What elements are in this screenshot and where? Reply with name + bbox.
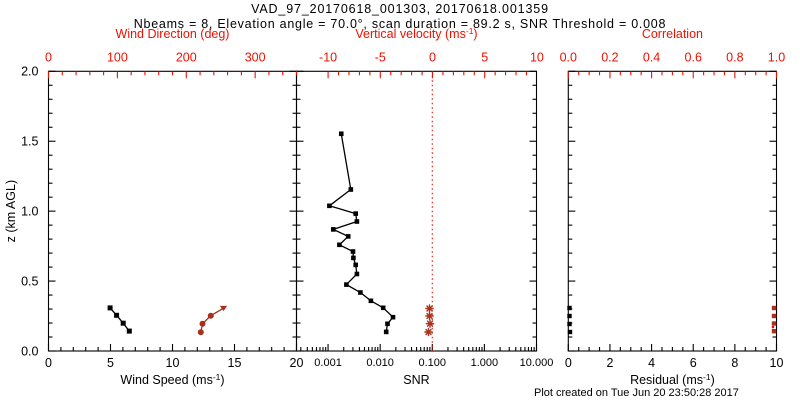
- svg-text:0.6: 0.6: [685, 50, 702, 64]
- svg-text:0.0: 0.0: [21, 344, 38, 358]
- svg-text:1.0: 1.0: [768, 50, 785, 64]
- svg-text:-10: -10: [319, 50, 337, 64]
- svg-text:0: 0: [429, 50, 436, 64]
- svg-text:0.8: 0.8: [726, 50, 743, 64]
- svg-text:z (km AGL): z (km AGL): [4, 180, 18, 243]
- svg-text:0.0: 0.0: [560, 50, 577, 64]
- svg-text:0: 0: [565, 356, 572, 370]
- svg-text:-5: -5: [375, 50, 386, 64]
- svg-text:300: 300: [245, 50, 266, 64]
- svg-text:1.5: 1.5: [21, 135, 38, 149]
- svg-text:0.010: 0.010: [366, 357, 394, 369]
- svg-text:SNR: SNR: [403, 373, 429, 387]
- svg-text:1.0: 1.0: [21, 204, 38, 218]
- svg-text:0: 0: [45, 356, 52, 370]
- svg-text:0.001: 0.001: [314, 357, 342, 369]
- svg-text:0: 0: [45, 50, 52, 64]
- svg-text:10.000: 10.000: [520, 357, 554, 369]
- svg-text:10: 10: [770, 356, 784, 370]
- svg-text:6: 6: [690, 356, 697, 370]
- svg-text:4: 4: [648, 356, 655, 370]
- svg-text:10: 10: [166, 356, 180, 370]
- svg-text:0.5: 0.5: [21, 274, 38, 288]
- svg-text:1.000: 1.000: [471, 357, 499, 369]
- svg-text:15: 15: [228, 356, 242, 370]
- svg-text:0.100: 0.100: [419, 357, 447, 369]
- svg-text:10: 10: [530, 50, 544, 64]
- svg-text:Residual (ms-1): Residual (ms-1): [630, 372, 715, 387]
- svg-text:5: 5: [107, 356, 114, 370]
- svg-text:100: 100: [107, 50, 128, 64]
- svg-text:8: 8: [731, 356, 738, 370]
- svg-text:5: 5: [481, 50, 488, 64]
- svg-text:2.0: 2.0: [21, 65, 38, 79]
- svg-text:0.2: 0.2: [601, 50, 618, 64]
- svg-text:20: 20: [290, 356, 304, 370]
- svg-text:2: 2: [606, 356, 613, 370]
- svg-text:0.4: 0.4: [643, 50, 660, 64]
- svg-text:Wind Speed (ms-1): Wind Speed (ms-1): [120, 372, 224, 387]
- svg-text:200: 200: [176, 50, 197, 64]
